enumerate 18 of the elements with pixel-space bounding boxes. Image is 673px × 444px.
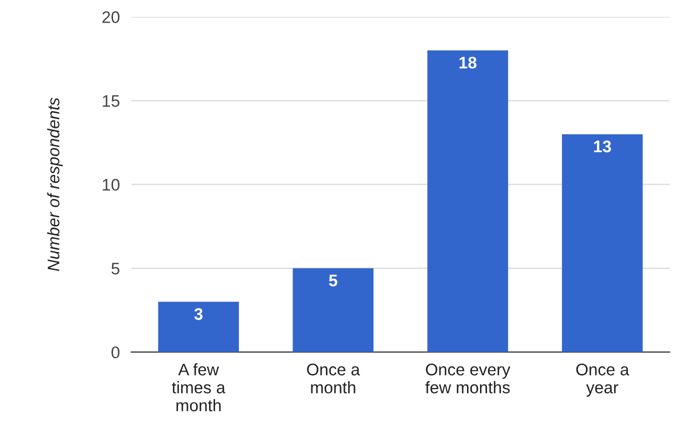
x-tick-label: A few times a month (172, 363, 226, 412)
data-label: 13 (594, 140, 612, 152)
y-axis-title: Number of respondents (47, 98, 63, 272)
y-tick-label: 10 (102, 178, 120, 191)
x-tick-label: Once a year (576, 364, 630, 397)
y-tick-label: 5 (112, 262, 120, 274)
bar (158, 302, 239, 352)
data-label: 18 (460, 56, 476, 69)
bar (562, 134, 643, 352)
y-tick-label: 20 (102, 11, 120, 24)
bar (292, 268, 374, 352)
y-tick-label: 15 (102, 95, 120, 107)
data-label: 3 (194, 308, 203, 320)
data-label: 5 (329, 274, 338, 286)
bar (427, 50, 508, 352)
y-tick-label: 0 (112, 346, 120, 358)
x-tick-label: Once every few months (425, 364, 510, 394)
x-tick-label: Once a month (307, 364, 360, 394)
